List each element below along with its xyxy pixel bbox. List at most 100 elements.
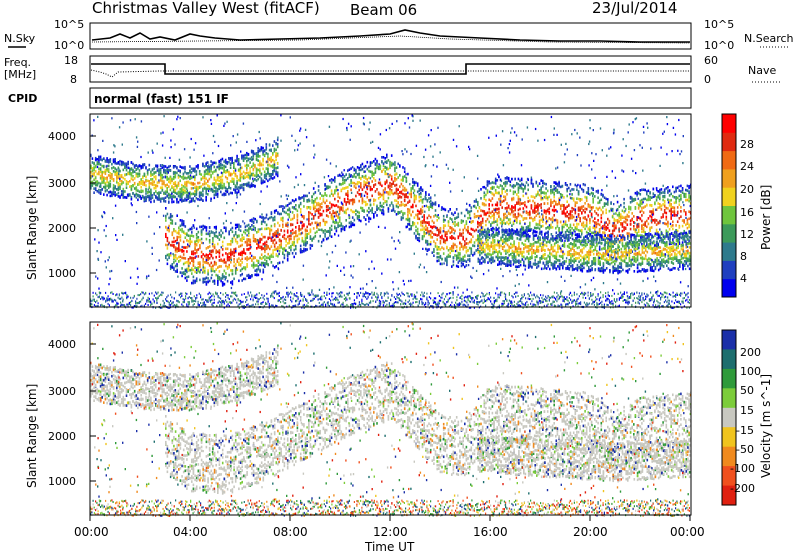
power-cell [626,218,629,222]
power-cell [166,236,169,240]
power-cell [148,163,151,167]
power-cell [185,184,188,187]
power-cell [230,248,232,252]
power-cell [561,194,564,198]
power-cell [594,226,596,230]
power-cell [171,200,173,204]
power-cell [221,172,224,175]
power-cell [233,248,235,251]
power-cell [223,226,226,229]
power-cell [457,261,460,264]
power-cell [390,182,393,186]
power-cell [185,195,188,199]
power-cell [236,268,239,271]
power-cell [153,183,155,187]
power-cell [494,203,497,207]
power-cell [145,187,147,191]
power-cell [325,209,328,213]
power-cell [172,177,175,181]
power-cell [436,246,438,249]
power-cell [592,187,594,191]
power-cell [210,276,213,280]
power-cell [403,212,406,215]
power-cell [158,196,160,200]
power-cell [120,175,123,179]
power-cell [356,166,359,169]
power-cell [608,219,611,223]
power-cell [215,262,217,266]
power-cell [265,223,268,227]
power-cell [420,186,422,189]
power-cell [327,185,330,188]
power-cell [317,207,320,211]
power-cell [242,176,245,180]
power-cell [150,182,152,185]
power-cell [438,216,440,220]
power-cell [125,186,128,189]
power-cell [332,203,334,207]
power-cell [202,267,204,270]
power-cell [165,256,167,260]
power-cell [257,147,259,150]
power-cell [252,266,255,269]
power-cell [377,181,380,185]
power-cell [610,241,612,245]
power-cell [99,155,102,159]
power-cell [282,260,284,264]
power-cell [524,187,526,190]
power-cell [358,211,360,214]
power-cell [366,178,369,181]
noise-right-label: N.Search [744,32,794,45]
power-cell [542,191,544,194]
power-cell [329,229,331,233]
power-cell [602,235,604,239]
power-cell [218,276,221,279]
power-cell [600,208,603,212]
power-cell [276,142,279,146]
power-cell [410,205,412,209]
power-cell [241,267,243,271]
power-cell [597,213,599,217]
power-cell [117,183,120,187]
power-cell [428,197,430,200]
power-cell [231,177,233,181]
power-cell [413,194,416,197]
power-cell [208,234,211,238]
power-cell [345,178,347,182]
power-cell [249,256,252,260]
power-cell [221,284,224,287]
power-cell [254,269,256,272]
power-cell [198,181,201,185]
power-cell [535,223,538,226]
power-cell [316,230,318,234]
power-cell [481,209,484,213]
power-cell [280,239,282,243]
power-cell [260,261,263,265]
power-cell [171,198,173,201]
power-cell [434,213,437,217]
power-cell [99,184,102,188]
power-cell [485,203,487,207]
power-cell [156,164,159,168]
power-cell [353,181,356,185]
power-cell [590,208,593,211]
power-cell [168,201,170,204]
power-cell [403,167,406,170]
power-cell [204,269,206,273]
power-cell [483,191,486,194]
power-cell [348,175,351,178]
power-cell [109,182,112,186]
power-cell [496,219,499,223]
power-cell [184,197,186,201]
power-cell [195,191,198,194]
power-cell [558,200,560,203]
power-cell [246,265,248,268]
power-cell [452,222,455,225]
power-cell [257,267,260,271]
power-cell [514,213,516,216]
power-cell [605,241,607,244]
power-cell [395,199,398,203]
power-cell [538,193,541,197]
power-cell [337,200,339,203]
power-cell [187,244,190,248]
